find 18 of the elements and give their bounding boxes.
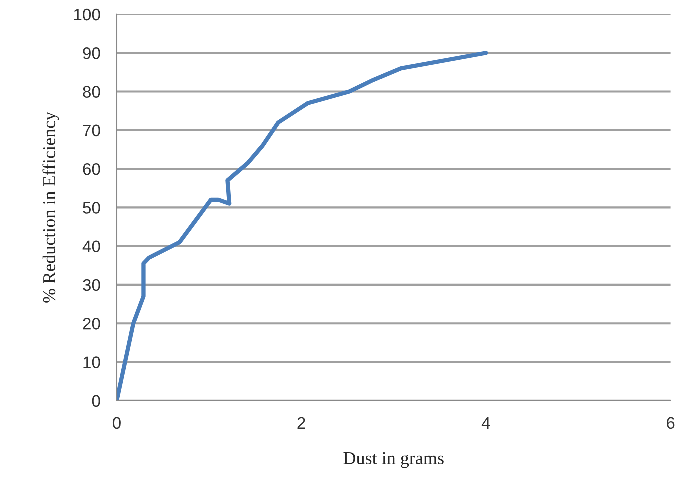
y-tick-label: 60 [83,163,100,176]
x-axis-title: Dust in grams [344,452,444,468]
y-tick-label: 10 [84,356,100,368]
line-series [116,51,488,401]
x-tick-label: 4 [482,417,490,429]
y-tick-label: 50 [83,202,100,214]
y-tick-label: 40 [82,240,100,253]
y-tick-label: 20 [83,318,100,330]
y-tick-label: 90 [83,48,100,60]
x-tick-label: 2 [298,417,306,429]
y-axis-title: % Reduction in Efficiency [42,112,60,303]
y-tick-label: 100 [74,8,100,21]
x-tick-label: 0 [112,417,121,430]
x-tick-label: 6 [667,417,675,430]
y-tick-label: 30 [83,279,100,292]
y-tick-label: 0 [92,395,100,408]
y-tick-label: 80 [83,86,100,98]
y-tick-label: 70 [83,124,100,137]
